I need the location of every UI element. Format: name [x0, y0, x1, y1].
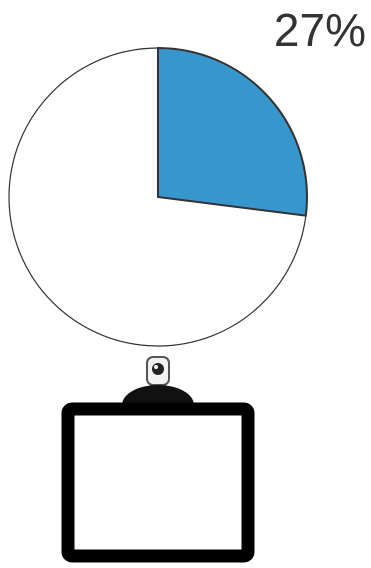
webcam-glint	[154, 365, 158, 369]
webcam-lens	[152, 363, 164, 375]
pie-slice	[157, 46, 308, 217]
monitor	[61, 402, 255, 563]
webcam	[146, 356, 170, 386]
value-label: 27%	[274, 4, 366, 56]
monitor-stand-dome	[122, 385, 194, 405]
